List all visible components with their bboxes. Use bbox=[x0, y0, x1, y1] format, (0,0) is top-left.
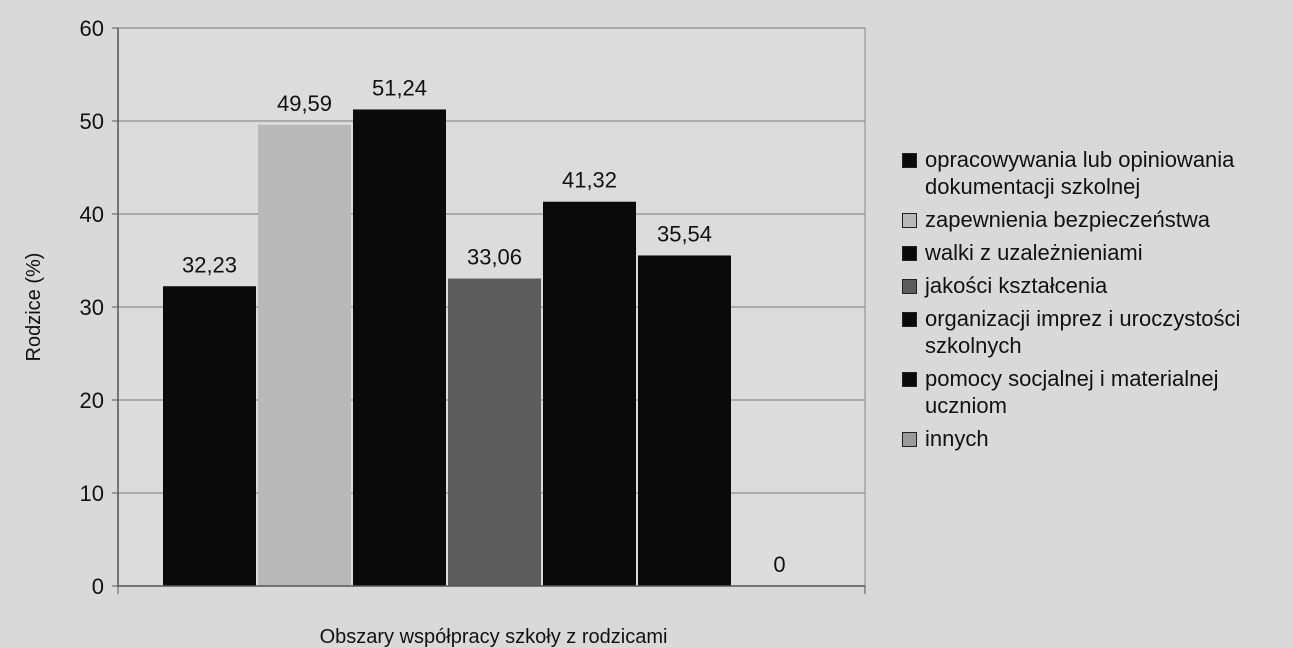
legend-swatch bbox=[902, 312, 917, 327]
data-label: 49,59 bbox=[277, 91, 332, 116]
y-tick-label: 40 bbox=[80, 202, 104, 227]
y-tick-label: 0 bbox=[92, 574, 104, 599]
legend-label: organizacji imprez i uroczystości szkoln… bbox=[925, 306, 1241, 358]
y-tick-label: 10 bbox=[80, 481, 104, 506]
legend-label: pomocy socjalnej i materialnej uczniom bbox=[925, 366, 1219, 418]
legend-item: opracowywania lub opiniowania dokumentac… bbox=[900, 146, 1285, 200]
legend-swatch bbox=[902, 246, 917, 261]
legend-item: jakości kształcenia bbox=[900, 272, 1285, 299]
legend-label: opracowywania lub opiniowania dokumentac… bbox=[925, 147, 1235, 199]
bar bbox=[448, 278, 541, 586]
bar bbox=[163, 286, 256, 586]
legend-swatch bbox=[902, 372, 917, 387]
legend-label: zapewnienia bezpieczeństwa bbox=[925, 207, 1210, 232]
data-label: 35,54 bbox=[657, 221, 712, 246]
bar bbox=[258, 124, 351, 587]
data-label: 41,32 bbox=[562, 168, 617, 193]
data-label: 32,23 bbox=[182, 252, 237, 277]
data-label: 0 bbox=[773, 552, 785, 577]
legend-item: walki z uzależnieniami bbox=[900, 239, 1285, 266]
y-tick-label: 20 bbox=[80, 388, 104, 413]
bar bbox=[543, 201, 636, 586]
legend: opracowywania lub opiniowania dokumentac… bbox=[900, 146, 1285, 458]
legend-swatch bbox=[902, 153, 917, 168]
legend-item: innych bbox=[900, 425, 1285, 452]
legend-label: innych bbox=[925, 426, 989, 451]
bar-chart-plot: 0 10 20 30 40 50 60 32,23 49,59 51,24 33,06 41,32 35… bbox=[23, 16, 866, 648]
y-tick-label: 30 bbox=[80, 295, 104, 320]
bar bbox=[638, 255, 731, 586]
legend-swatch bbox=[902, 213, 917, 228]
bar bbox=[353, 109, 446, 586]
legend-swatch bbox=[902, 432, 917, 447]
legend-item: organizacji imprez i uroczystości szkoln… bbox=[900, 305, 1285, 359]
legend-label: jakości kształcenia bbox=[925, 273, 1108, 298]
data-label: 51,24 bbox=[372, 75, 427, 100]
legend-item: pomocy socjalnej i materialnej uczniom bbox=[900, 365, 1285, 419]
legend-item: zapewnienia bezpieczeństwa bbox=[900, 206, 1285, 233]
y-axis-title: Rodzice (%) bbox=[23, 253, 45, 362]
y-tick-label: 60 bbox=[80, 16, 104, 41]
y-tick-label: 50 bbox=[80, 109, 104, 134]
legend-label: walki z uzależnieniami bbox=[925, 240, 1143, 265]
data-label: 33,06 bbox=[467, 245, 522, 270]
legend-swatch bbox=[902, 279, 917, 294]
x-axis-title: Obszary współpracy szkoły z rodzicami bbox=[320, 626, 668, 648]
